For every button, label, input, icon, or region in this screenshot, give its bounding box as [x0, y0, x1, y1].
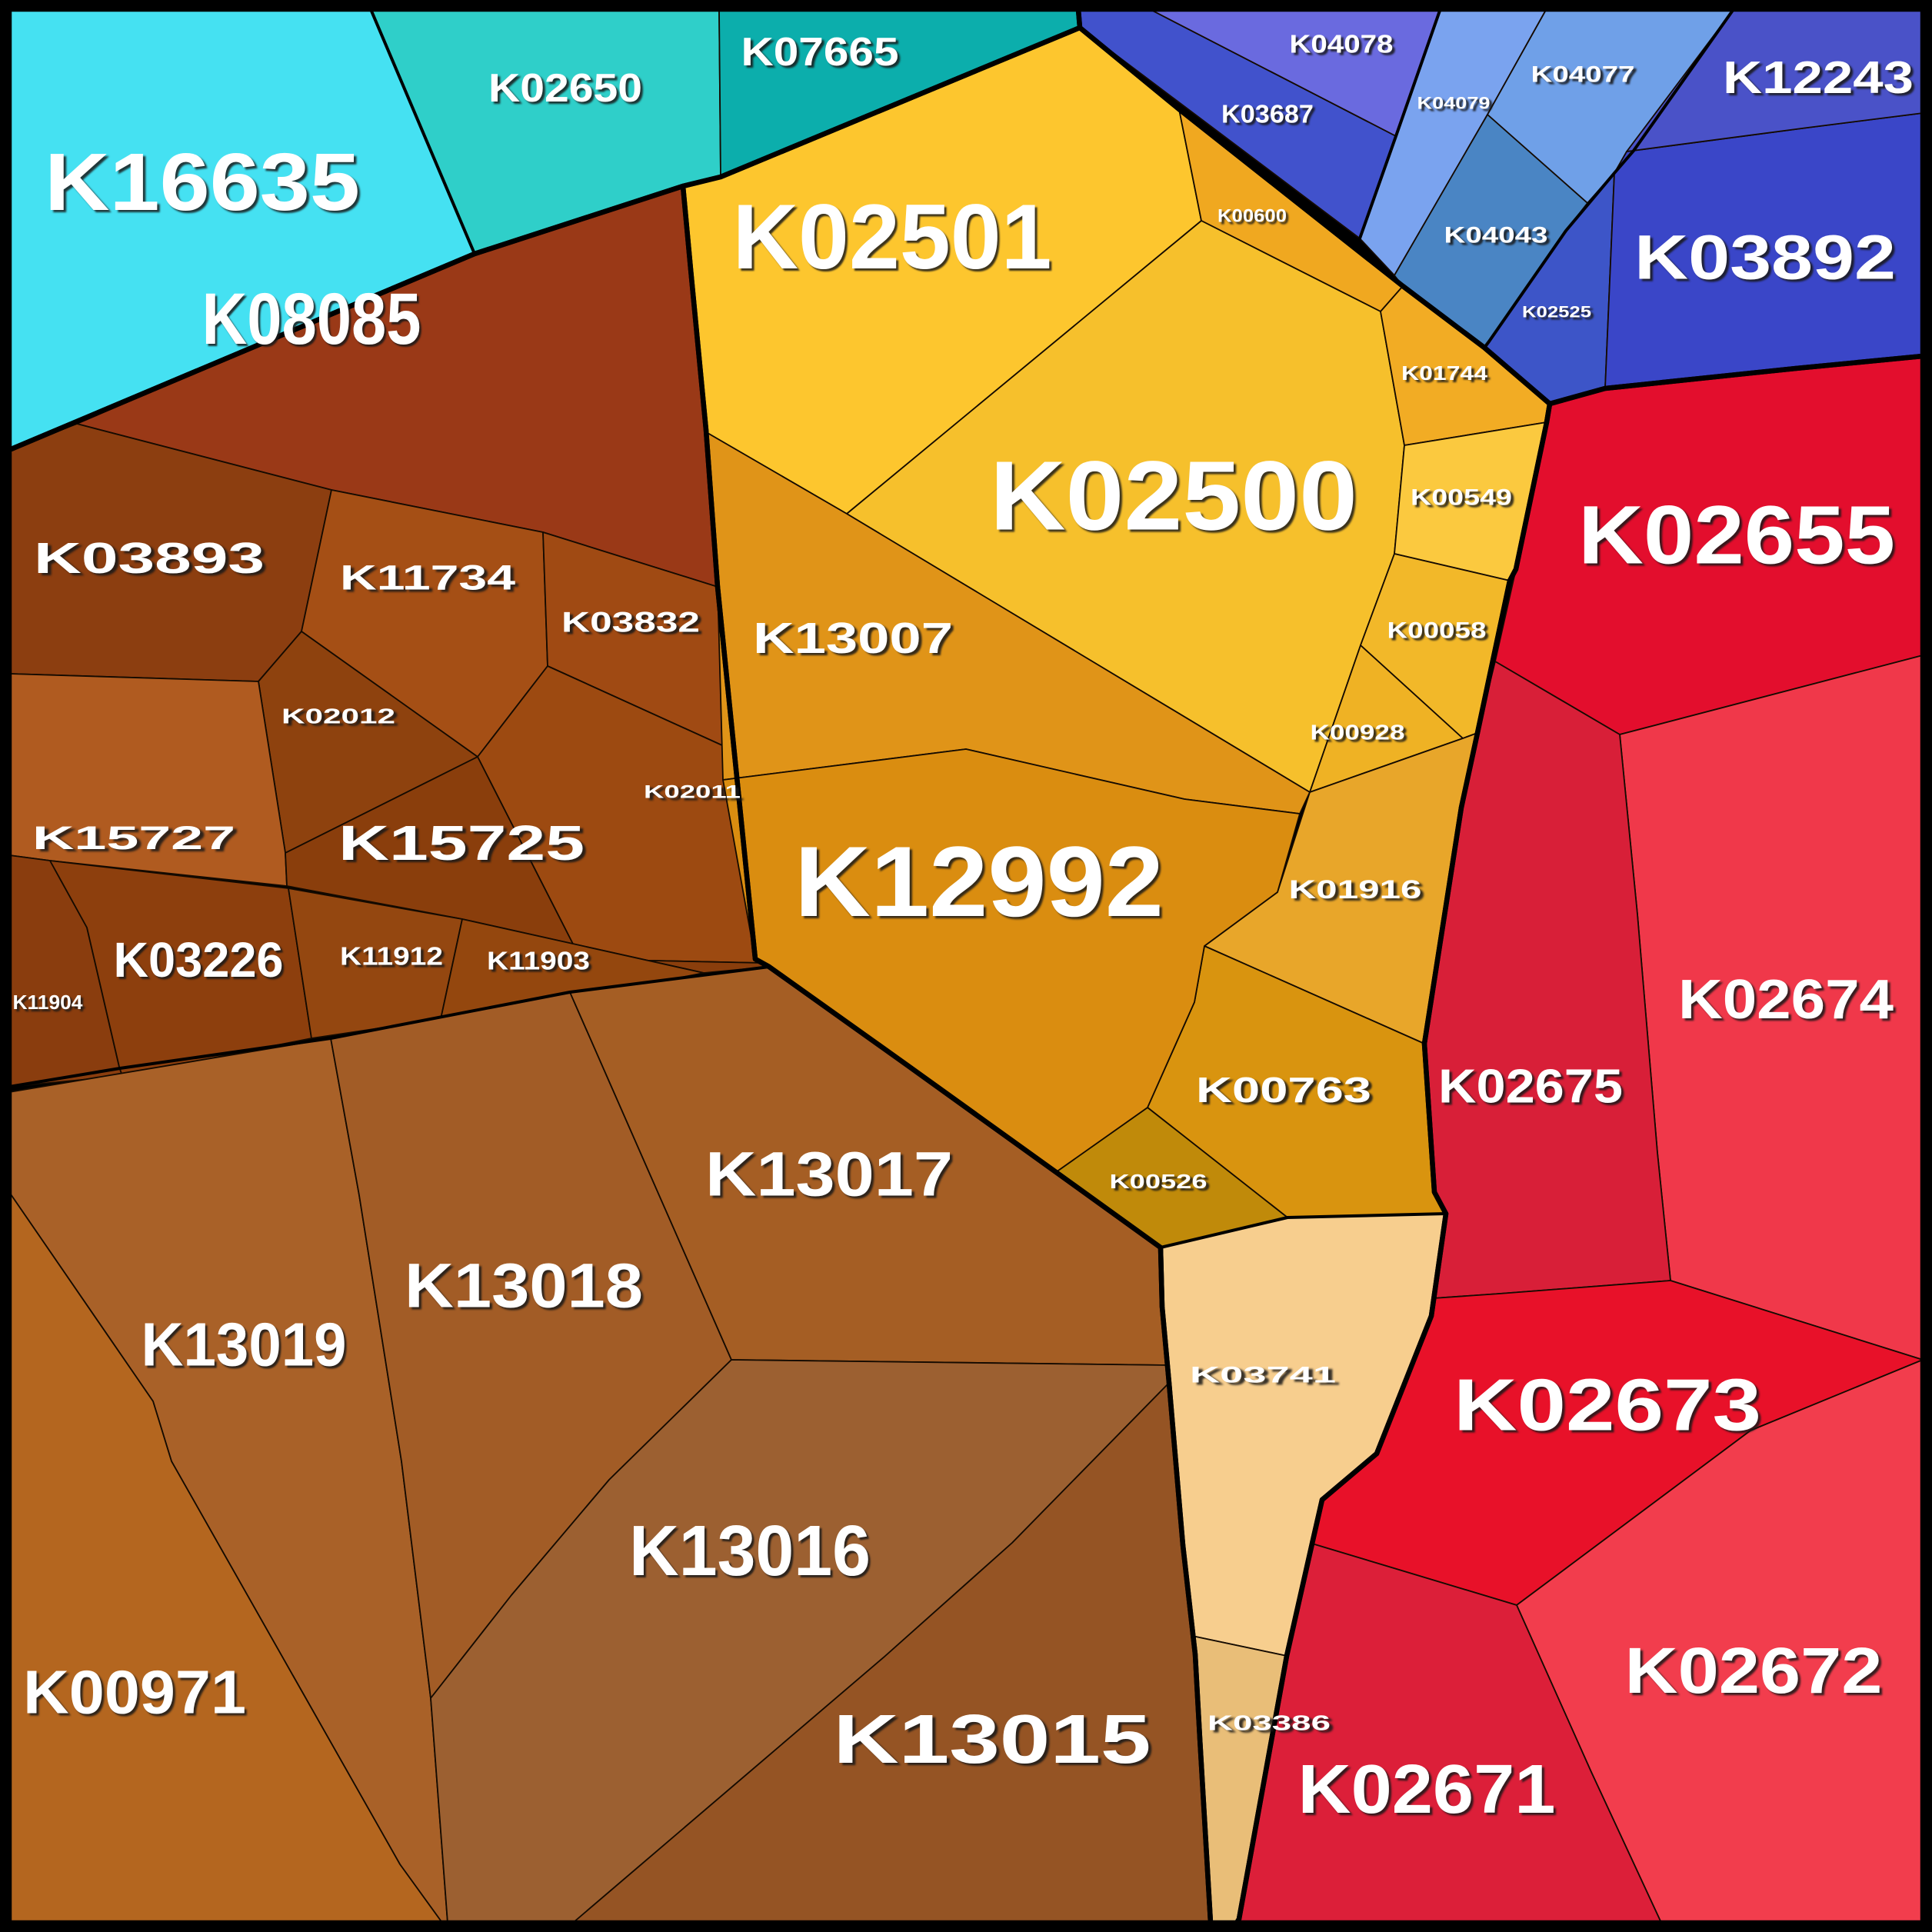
- svg-text:K02525: K02525: [1522, 304, 1591, 321]
- svg-text:K02012: K02012: [281, 705, 395, 728]
- svg-text:K13019: K13019: [142, 1311, 347, 1379]
- svg-text:K02672: K02672: [1625, 1634, 1883, 1707]
- svg-text:K00526: K00526: [1110, 1170, 1208, 1193]
- svg-text:K00600: K00600: [1217, 206, 1287, 227]
- svg-text:K02011: K02011: [644, 782, 741, 803]
- svg-text:K08085: K08085: [202, 278, 421, 360]
- svg-text:K13016: K13016: [629, 1511, 871, 1591]
- svg-text:K02674: K02674: [1678, 969, 1894, 1031]
- svg-text:K03832: K03832: [561, 607, 700, 638]
- svg-text:K13007: K13007: [753, 614, 953, 663]
- svg-text:K04043: K04043: [1444, 223, 1548, 248]
- svg-text:K16635: K16635: [45, 137, 360, 228]
- svg-text:K03386: K03386: [1208, 1711, 1331, 1735]
- svg-text:K00928: K00928: [1311, 721, 1405, 744]
- svg-text:K15725: K15725: [338, 815, 585, 871]
- svg-text:K04077: K04077: [1531, 62, 1635, 88]
- svg-text:K02501: K02501: [733, 185, 1052, 288]
- svg-text:K04078: K04078: [1290, 30, 1394, 58]
- svg-text:K00763: K00763: [1196, 1070, 1371, 1110]
- svg-text:K12243: K12243: [1723, 52, 1914, 103]
- svg-text:K13017: K13017: [705, 1140, 953, 1210]
- svg-text:K01744: K01744: [1401, 361, 1488, 385]
- svg-text:K13018: K13018: [405, 1251, 643, 1321]
- svg-text:K11734: K11734: [340, 558, 515, 598]
- svg-text:K02671: K02671: [1298, 1751, 1556, 1828]
- svg-text:K07665: K07665: [741, 30, 899, 75]
- svg-text:K02650: K02650: [488, 66, 642, 111]
- svg-text:K03687: K03687: [1221, 100, 1314, 128]
- svg-text:K02675: K02675: [1438, 1061, 1623, 1114]
- svg-text:K12992: K12992: [794, 825, 1164, 938]
- svg-text:K11904: K11904: [13, 991, 84, 1014]
- svg-text:K15727: K15727: [32, 820, 235, 857]
- svg-text:K02500: K02500: [990, 441, 1357, 551]
- svg-text:K03741: K03741: [1190, 1363, 1336, 1388]
- svg-text:K02673: K02673: [1454, 1364, 1761, 1447]
- svg-text:K03226: K03226: [114, 932, 284, 988]
- svg-text:K00058: K00058: [1387, 618, 1487, 644]
- svg-text:K01916: K01916: [1289, 875, 1422, 904]
- svg-text:K02655: K02655: [1578, 488, 1895, 581]
- svg-text:K00549: K00549: [1411, 485, 1512, 511]
- svg-text:K03892: K03892: [1634, 223, 1896, 293]
- svg-text:K00971: K00971: [23, 1658, 246, 1727]
- svg-text:K11903: K11903: [487, 947, 590, 975]
- svg-text:K03893: K03893: [34, 534, 265, 583]
- svg-text:K04079: K04079: [1417, 94, 1491, 113]
- svg-text:K11912: K11912: [340, 942, 443, 971]
- svg-text:K13015: K13015: [834, 1701, 1151, 1778]
